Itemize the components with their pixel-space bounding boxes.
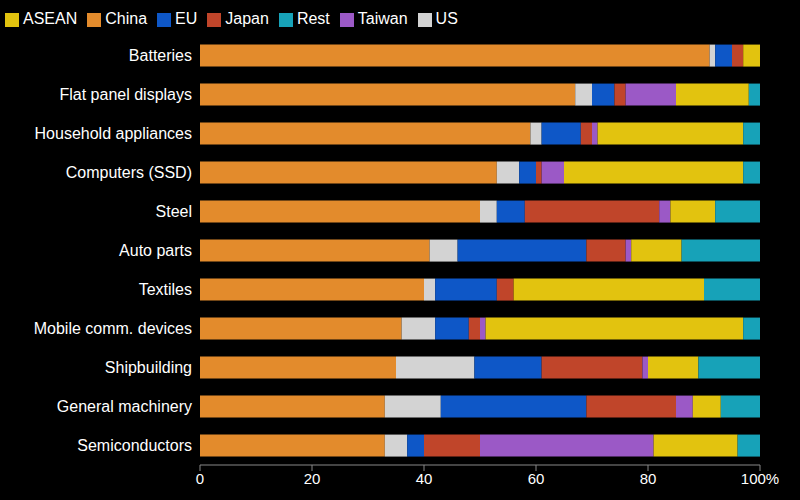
- svg-text:0: 0: [196, 470, 204, 487]
- html-text:US: US: [435, 10, 458, 27]
- svg-text:80: 80: [640, 470, 657, 487]
- svg-text:100%: 100%: [741, 470, 779, 487]
- svg-text:Batteries: Batteries: [129, 47, 192, 64]
- html-text:China: China: [105, 10, 148, 27]
- html-text:Rest: Rest: [296, 10, 330, 27]
- svg-text:Mobile comm. devices: Mobile comm. devices: [34, 320, 192, 337]
- svg-text:Flat panel displays: Flat panel displays: [59, 86, 192, 103]
- svg-text:Household appliances: Household appliances: [35, 125, 192, 142]
- svg-text:20: 20: [304, 470, 321, 487]
- svg-text:General machinery: General machinery: [57, 398, 192, 415]
- svg-text:60: 60: [528, 470, 545, 487]
- svg-text:40: 40: [416, 470, 433, 487]
- svg-text:Computers (SSD): Computers (SSD): [66, 164, 192, 181]
- svg-text:Steel: Steel: [156, 203, 192, 220]
- svg-text:Auto parts: Auto parts: [119, 242, 192, 259]
- svg-text:Textiles: Textiles: [139, 281, 192, 298]
- html-text:ASEAN: ASEAN: [23, 10, 78, 27]
- html-text:Japan: Japan: [225, 10, 269, 27]
- html-text:Taiwan: Taiwan: [357, 10, 408, 27]
- svg-text:Shipbuilding: Shipbuilding: [105, 359, 192, 376]
- svg-text:Semiconductors: Semiconductors: [77, 437, 192, 454]
- html-text:EU: EU: [175, 10, 198, 27]
